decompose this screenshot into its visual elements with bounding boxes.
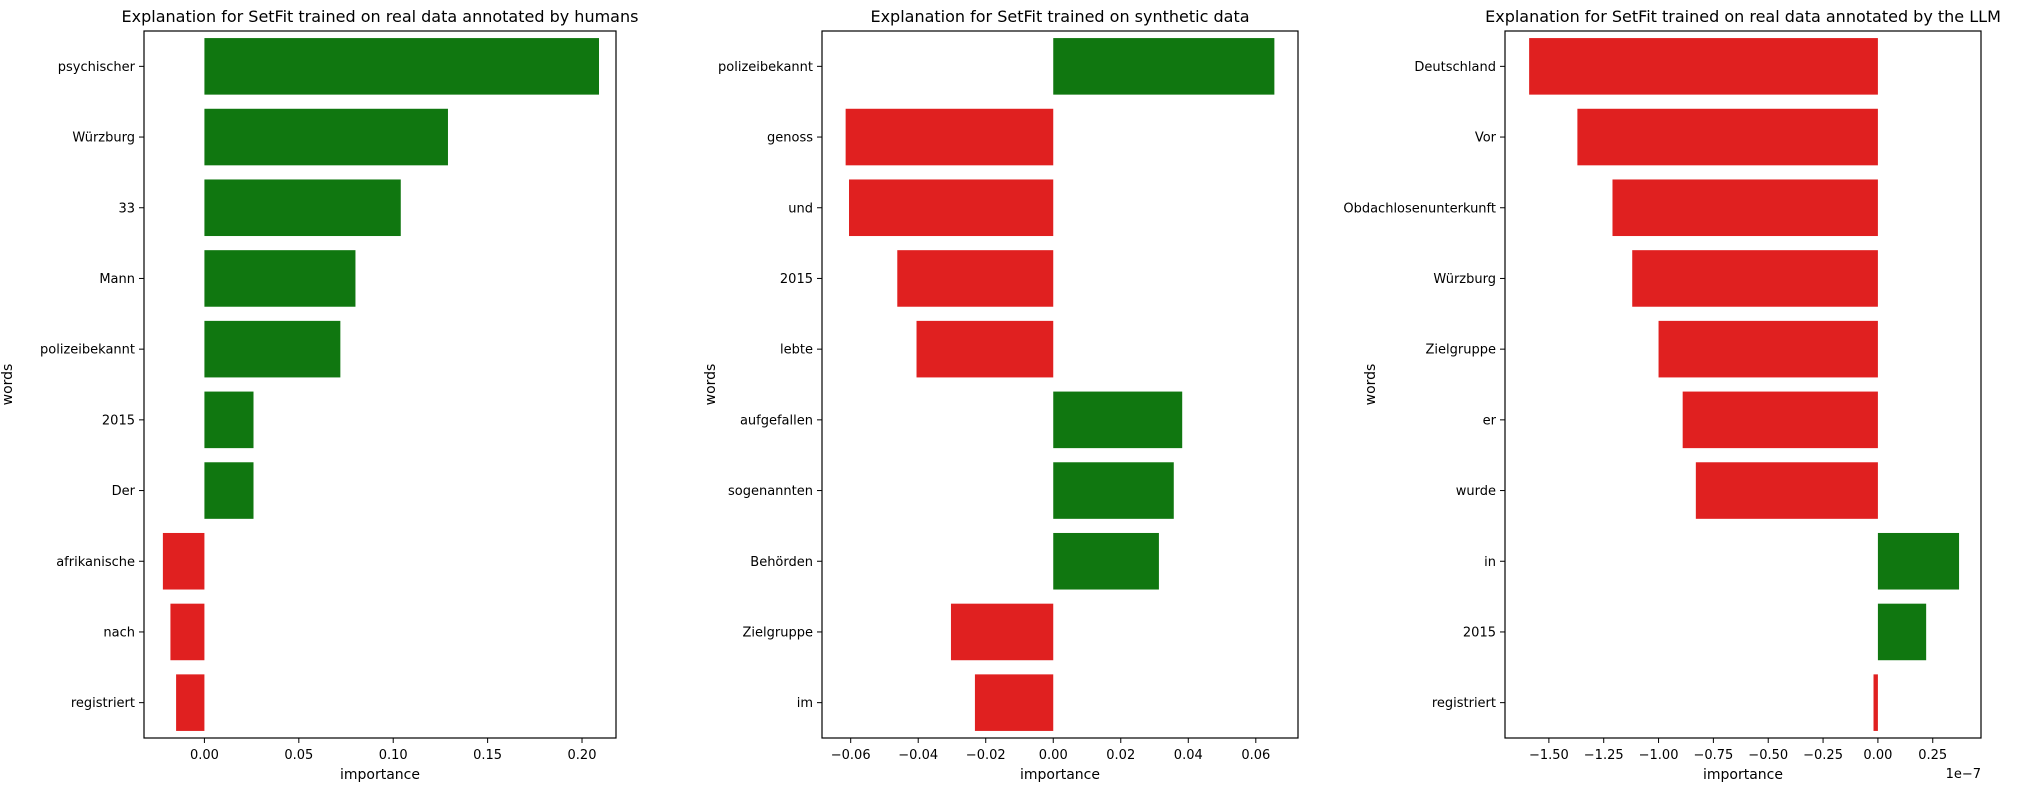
bar-polizeibekannt	[204, 320, 341, 378]
x-tick-label: 0.05	[284, 748, 313, 763]
y-tick-label: 2015	[780, 272, 813, 287]
bar-registriert	[1873, 674, 1878, 731]
x-tick-label: −0.02	[966, 748, 1006, 763]
y-tick-label: Zielgruppe	[743, 625, 813, 640]
axes-frame	[143, 30, 617, 739]
bar-in	[1877, 532, 1960, 590]
y-tick-label: registriert	[1432, 696, 1496, 711]
x-tick-label: −0.50	[1748, 748, 1788, 763]
y-tick-label: im	[797, 696, 813, 711]
bar-zielgruppe	[1658, 320, 1878, 378]
y-tick-label: genoss	[767, 131, 813, 146]
bar-obdachlosenunterkunft	[1612, 179, 1878, 237]
x-offset-text: 1e−7	[1946, 767, 1981, 782]
y-tick-label: afrikanische	[56, 555, 135, 570]
bar-wurde	[1695, 462, 1878, 519]
bar-würzburg	[204, 108, 448, 166]
y-tick-label: polizeibekannt	[718, 60, 813, 75]
bar-mann	[204, 250, 356, 307]
bar-deutschland	[1529, 38, 1878, 95]
x-tick-label: 0.00	[190, 748, 219, 763]
chart-title: Explanation for SetFit trained on synthe…	[870, 7, 1249, 26]
y-tick-label: Der	[112, 484, 136, 499]
bar-im	[974, 674, 1054, 731]
x-tick-label: 0.10	[379, 748, 408, 763]
y-tick-label: Mann	[99, 272, 135, 287]
y-tick-label: Behörden	[750, 555, 813, 570]
y-axis-label: words	[703, 364, 719, 406]
chart-panel-3: Deutschland Vor Obdachlosenunterkunft Würzb…	[1343, 7, 2001, 783]
bar-der	[204, 462, 254, 519]
chart-panel-1: psychischer Würzburg 33 Mann polizeibekannt 2…	[0, 7, 638, 783]
y-tick-label: psychischer	[58, 60, 136, 75]
y-tick-label: Obdachlosenunterkunft	[1343, 201, 1496, 216]
y-tick-label: aufgefallen	[740, 413, 813, 428]
x-tick-label: 0.00	[1039, 748, 1068, 763]
y-tick-label: Zielgruppe	[1426, 343, 1496, 358]
y-tick-label: 2015	[102, 413, 135, 428]
bar-registriert	[176, 674, 205, 731]
axes-frame	[1504, 30, 1982, 739]
bar-33	[204, 179, 401, 237]
y-tick-label: in	[1484, 555, 1496, 570]
y-tick-label: er	[1483, 413, 1497, 428]
chart-title: Explanation for SetFit trained on real d…	[1485, 7, 2001, 26]
x-tick-label: 0.20	[568, 748, 597, 763]
bar-2015	[897, 250, 1054, 307]
bar-polizeibekannt	[1053, 38, 1275, 95]
x-axis-label: importance	[1020, 767, 1100, 783]
x-tick-label: −1.00	[1639, 748, 1679, 763]
y-axis-label: words	[1363, 364, 1379, 406]
y-tick-label: 33	[118, 201, 135, 216]
x-tick-label: −0.25	[1803, 748, 1843, 763]
x-tick-label: 0.02	[1106, 748, 1135, 763]
y-tick-label: Würzburg	[72, 131, 135, 146]
bar-lebte	[916, 320, 1054, 378]
y-tick-label: nach	[103, 625, 135, 640]
x-tick-label: 0.15	[473, 748, 502, 763]
x-tick-label: 0.00	[1863, 748, 1892, 763]
bar-2015	[204, 391, 254, 449]
y-tick-label: registriert	[71, 696, 135, 711]
y-tick-label: polizeibekannt	[40, 343, 135, 358]
x-tick-label: −1.50	[1529, 748, 1569, 763]
x-axis-label: importance	[1703, 767, 1783, 783]
bar-afrikanische	[162, 532, 205, 590]
bar-zielgruppe	[950, 603, 1054, 661]
y-tick-label: Deutschland	[1414, 60, 1496, 75]
chart-title: Explanation for SetFit trained on real d…	[122, 7, 639, 26]
x-tick-label: −0.75	[1693, 748, 1733, 763]
bar-behörden	[1053, 532, 1159, 590]
x-tick-label: −0.04	[898, 748, 938, 763]
bar-genoss	[845, 108, 1054, 166]
bar-sogenannten	[1053, 462, 1174, 519]
y-tick-label: sogenannten	[728, 484, 813, 499]
bar-2015	[1877, 603, 1927, 661]
x-tick-label: 0.25	[1918, 748, 1947, 763]
bar-aufgefallen	[1053, 391, 1183, 449]
y-tick-label: Würzburg	[1433, 272, 1496, 287]
y-axis-label: words	[0, 364, 16, 406]
axes-frame	[821, 30, 1299, 739]
y-tick-label: und	[788, 201, 813, 216]
x-tick-label: −0.06	[831, 748, 871, 763]
x-tick-label: 0.04	[1174, 748, 1203, 763]
chart-panel-2: polizeibekannt genoss und 2015 lebte aufgefal…	[703, 7, 1299, 783]
x-tick-label: 0.06	[1241, 748, 1270, 763]
y-tick-label: 2015	[1463, 625, 1496, 640]
bar-psychischer	[204, 38, 600, 95]
y-tick-label: Vor	[1475, 131, 1497, 146]
bar-würzburg	[1632, 250, 1878, 307]
bar-vor	[1577, 108, 1878, 166]
bar-er	[1682, 391, 1878, 449]
y-tick-label: wurde	[1456, 484, 1496, 499]
x-axis-label: importance	[340, 767, 420, 783]
x-tick-label: −1.25	[1584, 748, 1624, 763]
y-tick-label: lebte	[780, 343, 813, 358]
bar-nach	[170, 603, 205, 661]
bar-und	[849, 179, 1054, 237]
